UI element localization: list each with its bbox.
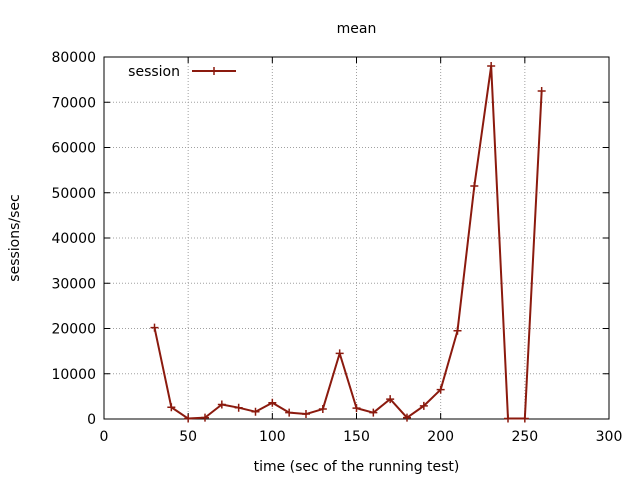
data-point — [318, 405, 327, 414]
data-point — [386, 395, 395, 404]
data-point — [403, 413, 411, 422]
legend-marker — [210, 67, 218, 75]
data-point — [369, 408, 378, 417]
y-tick-label: 0 — [87, 412, 96, 428]
y-tick-label: 10000 — [51, 367, 96, 383]
x-tick-label: 50 — [179, 429, 197, 445]
y-tick-label: 30000 — [51, 276, 96, 292]
data-point — [150, 323, 159, 332]
series-line — [153, 65, 543, 420]
series-layer — [150, 62, 546, 423]
data-point — [419, 401, 428, 410]
data-point — [251, 407, 260, 416]
data-point — [167, 403, 176, 412]
grid — [104, 57, 609, 419]
data-point — [487, 62, 496, 71]
data-point — [184, 414, 193, 423]
axis-ticks: 0 50 100 150 200 250 300 0 10000 20000 30000 40000 5… — [51, 50, 622, 445]
x-tick-label: 0 — [100, 429, 109, 445]
data-point — [352, 404, 361, 413]
data-point — [268, 398, 277, 407]
y-tick-label: 40000 — [51, 231, 96, 247]
data-point — [453, 326, 462, 335]
y-tick-label: 70000 — [51, 95, 96, 111]
legend-label: session — [128, 64, 180, 80]
data-point — [201, 413, 209, 422]
x-tick-label: 250 — [511, 429, 538, 445]
data-point — [234, 403, 243, 412]
x-tick-label: 100 — [259, 429, 286, 445]
data-point — [436, 385, 445, 394]
data-point — [217, 400, 226, 409]
y-tick-label: 20000 — [51, 322, 96, 338]
data-point — [537, 86, 546, 95]
data-point — [504, 414, 512, 423]
data-point — [302, 410, 310, 419]
data-point — [470, 181, 479, 190]
y-tick-label: 50000 — [51, 186, 96, 202]
legend: session — [128, 64, 236, 80]
x-tick-label: 300 — [596, 429, 623, 445]
data-point — [335, 349, 344, 358]
y-tick-label: 80000 — [51, 50, 96, 66]
x-axis-title: time (sec of the running test) — [254, 459, 460, 475]
x-tick-label: 200 — [427, 429, 454, 445]
y-tick-label: 60000 — [51, 141, 96, 157]
x-tick-label: 150 — [343, 429, 370, 445]
data-point — [520, 414, 529, 423]
y-axis-title: sessions/sec — [7, 194, 23, 281]
chart-title: mean — [337, 21, 377, 37]
data-point — [285, 408, 294, 417]
